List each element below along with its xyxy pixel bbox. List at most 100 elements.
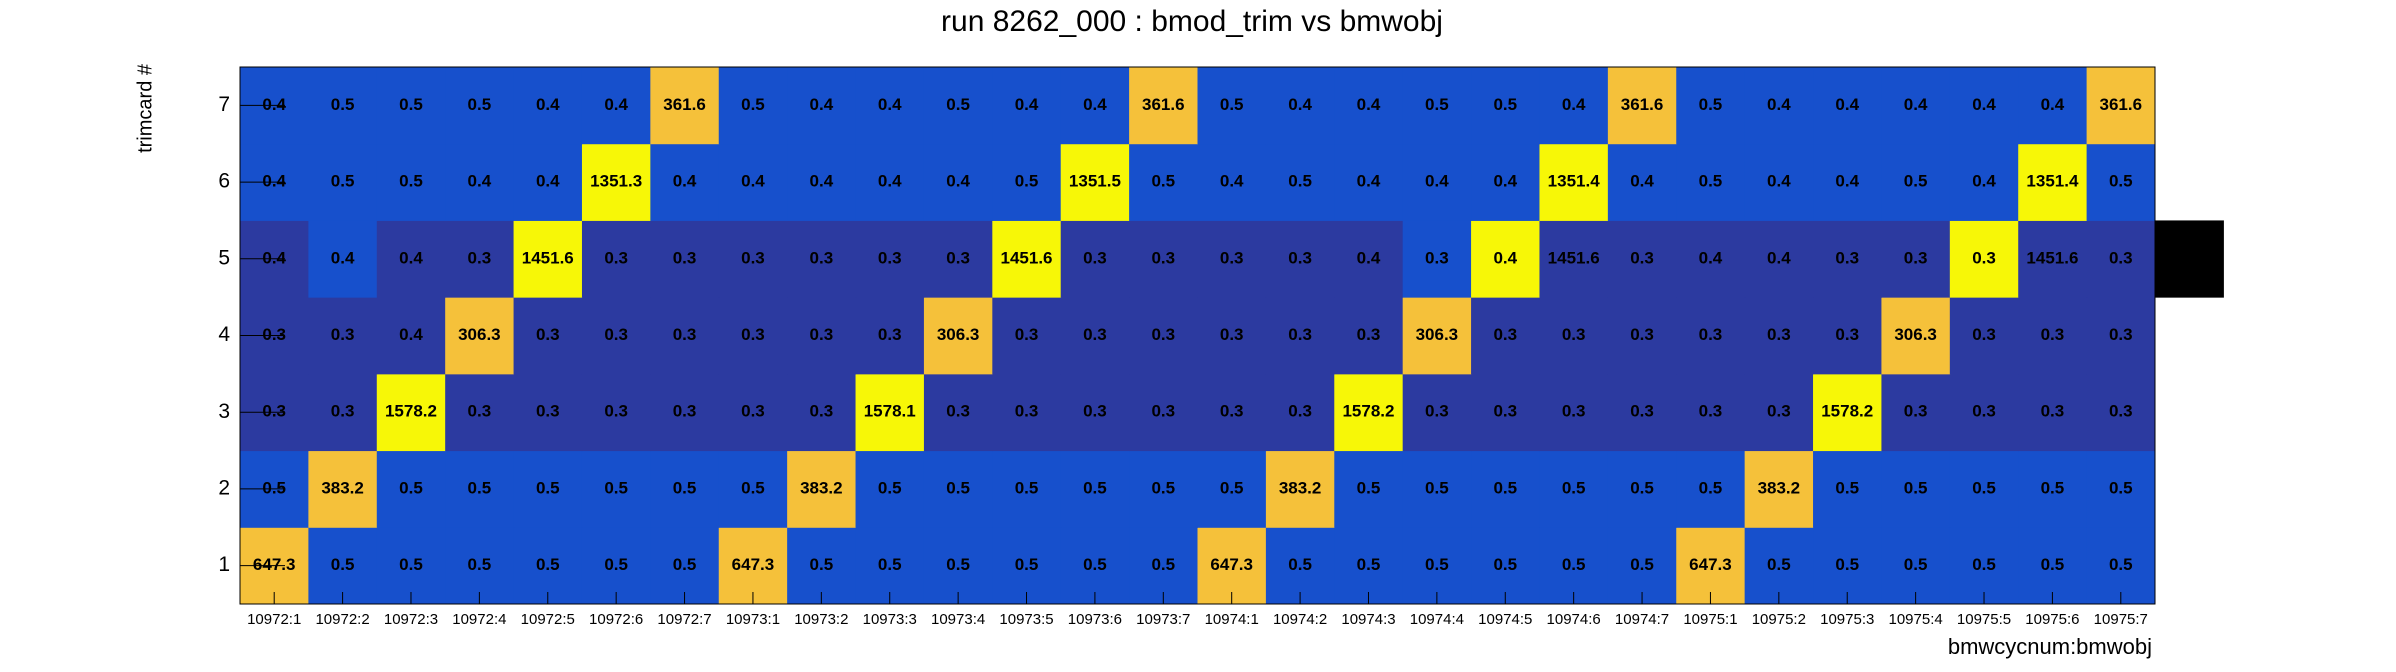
cell-label: 0.3 bbox=[673, 248, 697, 267]
cell-label: 0.3 bbox=[673, 402, 697, 421]
cell-label: 0.3 bbox=[810, 325, 834, 344]
cell bbox=[1471, 373, 1540, 452]
cell bbox=[1949, 220, 2019, 298]
cell-label: 306.3 bbox=[1894, 325, 1937, 344]
cell-label: 0.3 bbox=[1630, 325, 1654, 344]
x-tick-label: 10972:4 bbox=[452, 611, 506, 628]
cell bbox=[1197, 373, 1267, 452]
cell bbox=[308, 527, 378, 605]
cell bbox=[1949, 297, 2019, 375]
cell-label: 0.3 bbox=[1015, 402, 1039, 421]
cell-label: 0.3 bbox=[1220, 248, 1244, 267]
y-tick-label: 4 bbox=[218, 323, 230, 346]
y-tick-label: 6 bbox=[218, 170, 230, 193]
cell-label: 0.3 bbox=[1493, 402, 1517, 421]
cell bbox=[2018, 297, 2088, 375]
cell-label: 0.3 bbox=[741, 248, 765, 267]
cell bbox=[1197, 450, 1267, 528]
cell bbox=[1676, 67, 1746, 145]
cell-label: 0.5 bbox=[1288, 172, 1312, 191]
cell bbox=[718, 527, 788, 605]
cell bbox=[2086, 527, 2156, 605]
cell-label: 0.5 bbox=[536, 478, 560, 497]
cell bbox=[1744, 373, 1814, 452]
cell-label: 0.3 bbox=[1151, 402, 1175, 421]
cell bbox=[308, 373, 378, 452]
cell bbox=[376, 297, 446, 375]
cell bbox=[581, 450, 651, 528]
cell bbox=[650, 143, 720, 221]
cell-label: 0.5 bbox=[1083, 478, 1107, 497]
cell-label: 0.3 bbox=[1699, 325, 1723, 344]
cell bbox=[1881, 67, 1951, 145]
cell-label: 0.3 bbox=[810, 402, 834, 421]
cell bbox=[1607, 373, 1677, 452]
cell-label: 0.3 bbox=[1767, 402, 1791, 421]
cell bbox=[923, 297, 993, 375]
cell-label: 1451.6 bbox=[2026, 248, 2078, 267]
cell bbox=[1197, 143, 1267, 221]
cell-label: 0.5 bbox=[1357, 555, 1381, 574]
x-tick-label: 10974:4 bbox=[1410, 611, 1464, 628]
cell bbox=[1813, 527, 1882, 605]
cell-label: 0.3 bbox=[1904, 402, 1928, 421]
cell bbox=[1949, 143, 2019, 221]
cell-label: 0.5 bbox=[1562, 555, 1586, 574]
cell-label: 0.3 bbox=[878, 325, 902, 344]
cell bbox=[855, 450, 925, 528]
cell-label: 1351.4 bbox=[1548, 172, 1601, 191]
cell-label: 0.5 bbox=[1015, 478, 1039, 497]
cell bbox=[1539, 450, 1609, 528]
cell-label: 0.4 bbox=[536, 172, 560, 191]
cell bbox=[1265, 143, 1335, 221]
cell-label: 383.2 bbox=[1279, 478, 1322, 497]
cell bbox=[1334, 220, 1404, 298]
cell-label: 0.5 bbox=[1699, 95, 1723, 114]
cell bbox=[923, 450, 993, 528]
cell-label: 0.3 bbox=[468, 248, 492, 267]
cell bbox=[1334, 143, 1404, 221]
x-tick-label: 10975:6 bbox=[2025, 611, 2079, 628]
cell bbox=[2086, 143, 2156, 221]
cell bbox=[2018, 373, 2088, 452]
cell bbox=[1881, 220, 1951, 298]
cell bbox=[1471, 527, 1540, 605]
cell bbox=[1197, 527, 1267, 605]
cell bbox=[1607, 297, 1677, 375]
cell-label: 0.5 bbox=[536, 555, 560, 574]
cell-label: 0.5 bbox=[1699, 172, 1723, 191]
cell-label: 0.5 bbox=[399, 172, 423, 191]
cell-label: 0.5 bbox=[468, 555, 492, 574]
x-tick-label: 10973:1 bbox=[726, 611, 780, 628]
cell bbox=[1744, 67, 1814, 145]
cell-label: 1351.5 bbox=[1069, 172, 1121, 191]
cell bbox=[2086, 373, 2156, 452]
cell bbox=[855, 67, 925, 145]
x-tick-label: 10974:7 bbox=[1615, 611, 1669, 628]
cell bbox=[581, 67, 651, 145]
cell-label: 0.5 bbox=[1630, 478, 1654, 497]
cell bbox=[992, 220, 1062, 298]
cell-label: 0.5 bbox=[1562, 478, 1586, 497]
cell-label: 1578.2 bbox=[1821, 402, 1873, 421]
cell-label: 0.3 bbox=[536, 325, 560, 344]
cell-label: 0.5 bbox=[2041, 478, 2065, 497]
cell-label: 0.5 bbox=[1288, 555, 1312, 574]
cell bbox=[1265, 373, 1335, 452]
cell bbox=[650, 67, 720, 145]
cell-label: 0.5 bbox=[810, 555, 834, 574]
cell-label: 0.5 bbox=[946, 95, 970, 114]
cell bbox=[1676, 220, 1746, 298]
cell-label: 0.4 bbox=[810, 95, 834, 114]
cell-label: 0.4 bbox=[1357, 95, 1381, 114]
cell bbox=[1607, 450, 1677, 528]
x-tick-label: 10975:1 bbox=[1683, 611, 1737, 628]
cell bbox=[1060, 143, 1130, 221]
cell bbox=[1334, 527, 1404, 605]
cell bbox=[1813, 297, 1882, 375]
cell-label: 306.3 bbox=[937, 325, 980, 344]
cell-label: 0.4 bbox=[1767, 95, 1791, 114]
cell bbox=[445, 373, 515, 452]
chart-title: run 8262_000 : bmod_trim vs bmwobj bbox=[941, 5, 1443, 38]
cell bbox=[445, 220, 515, 298]
